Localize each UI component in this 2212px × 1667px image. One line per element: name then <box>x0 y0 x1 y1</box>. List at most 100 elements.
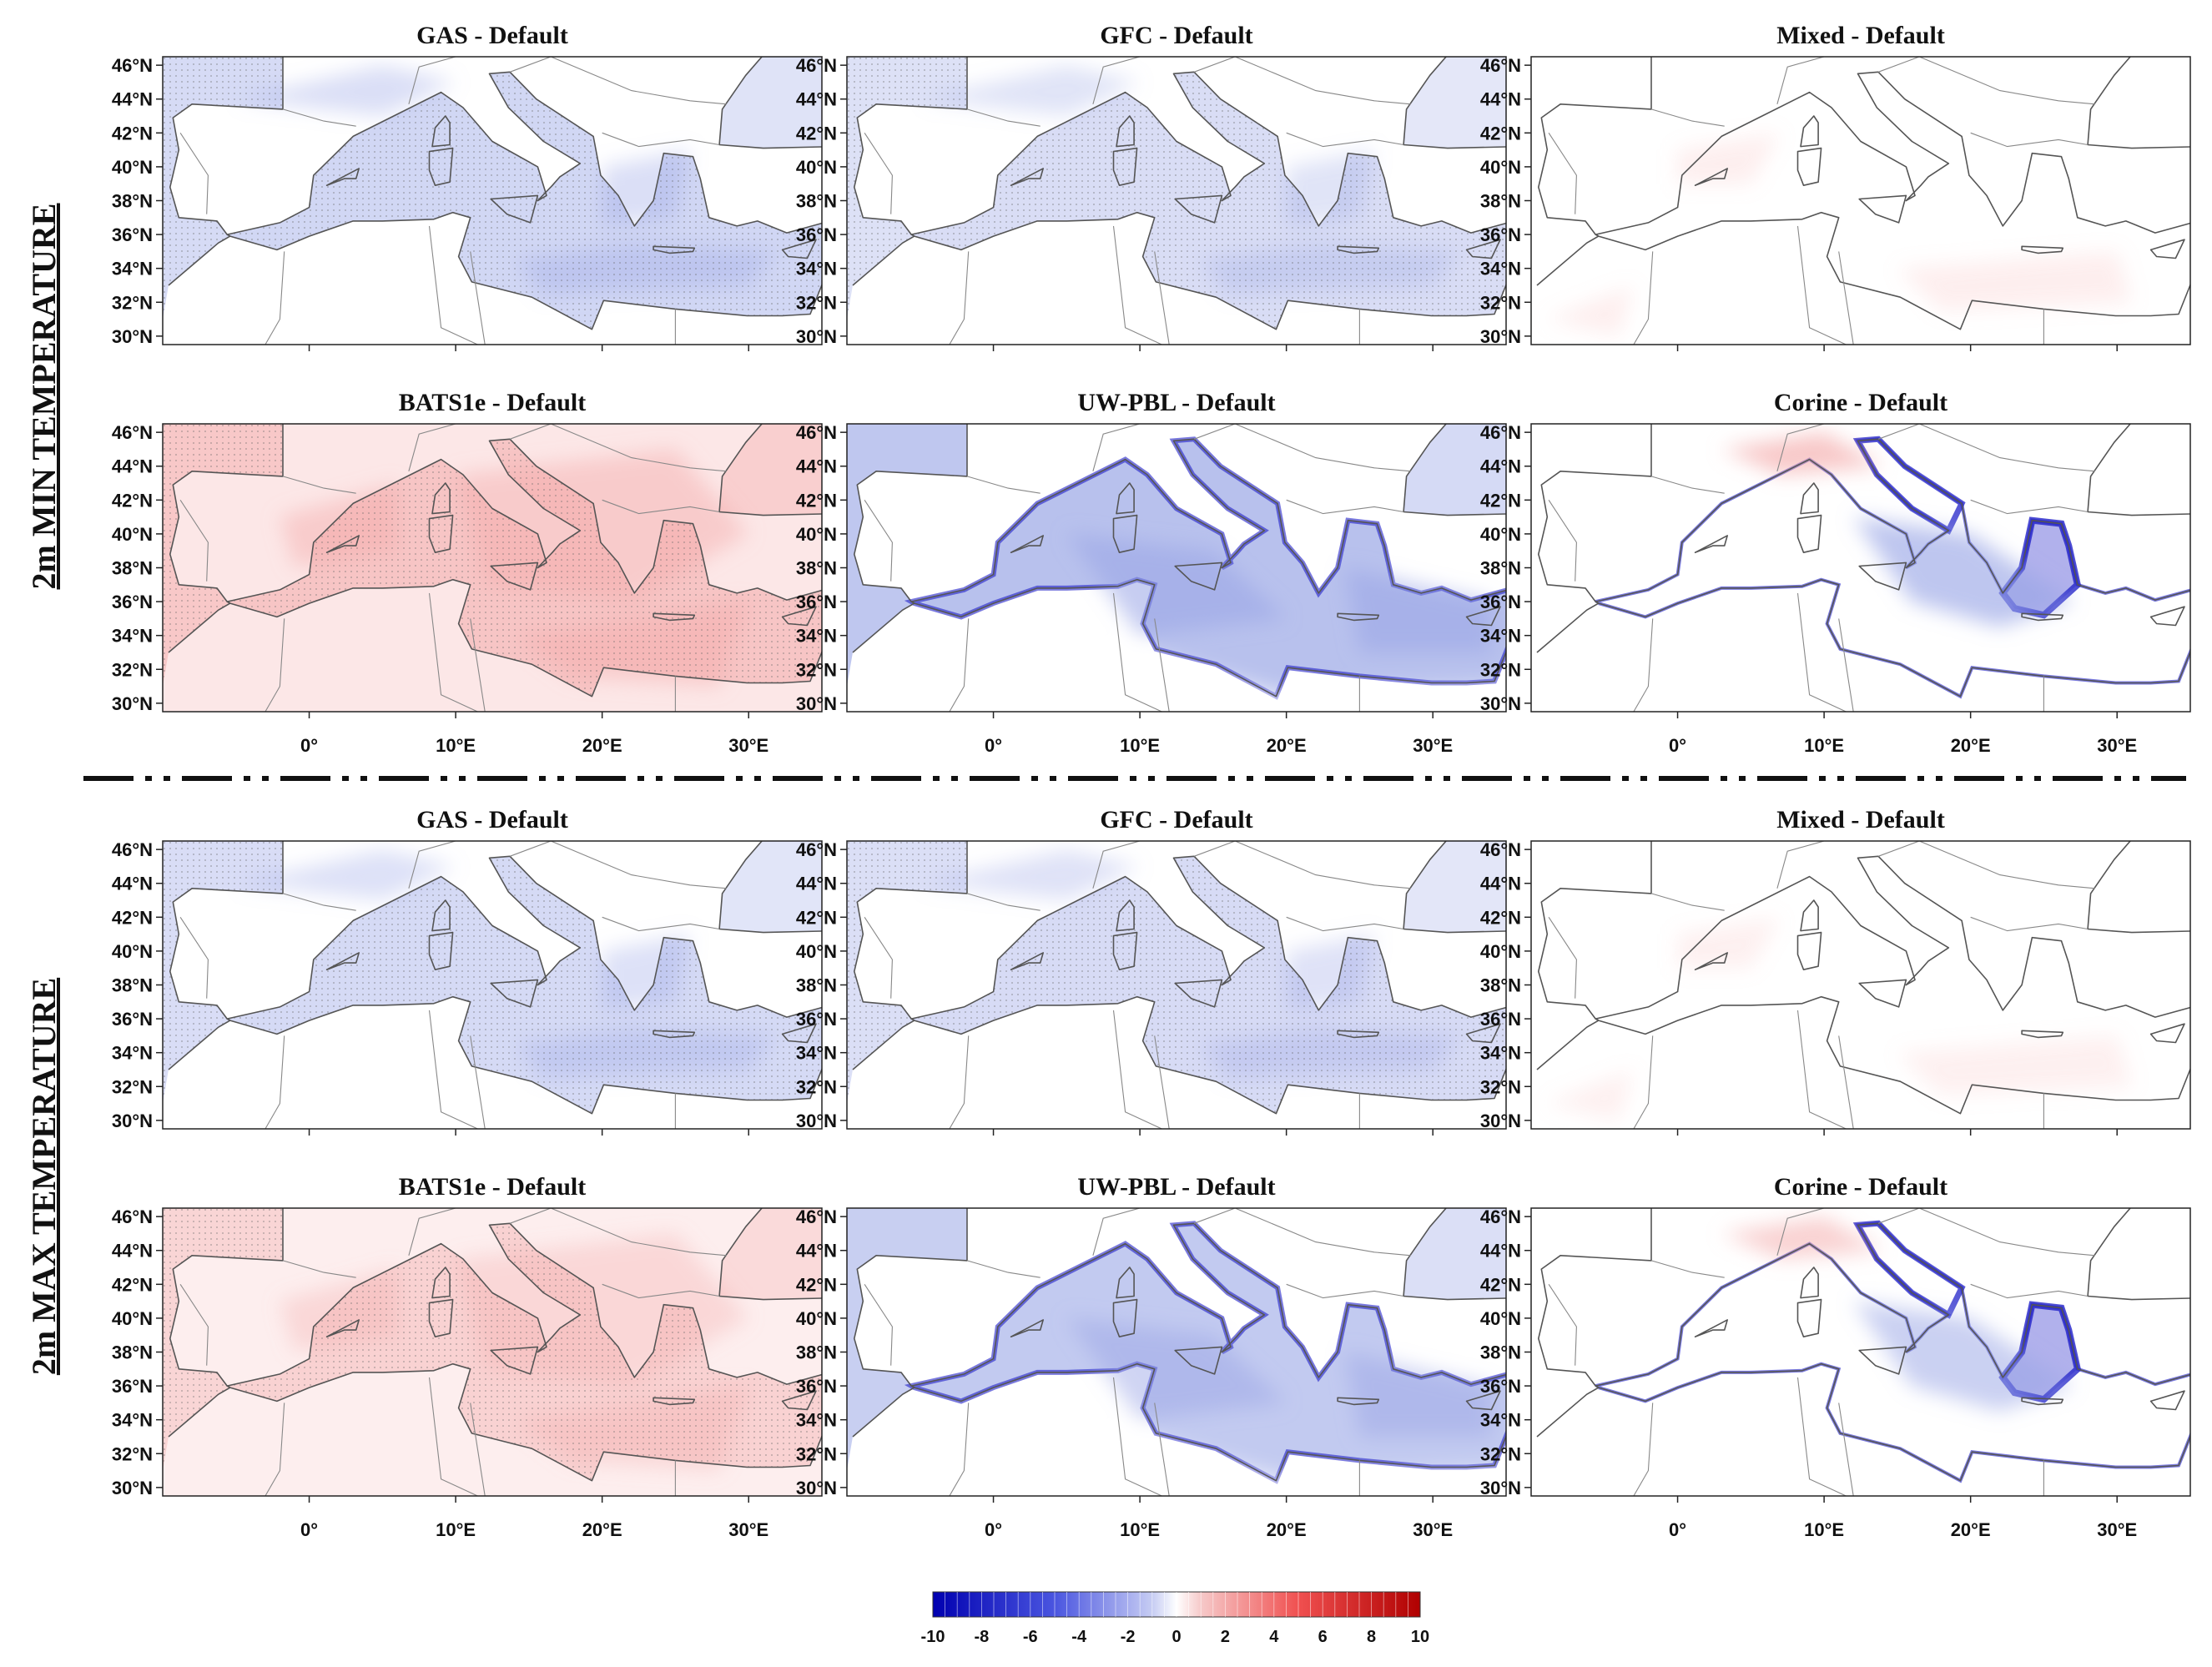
colorbar-tick-label: -10 <box>921 1628 945 1646</box>
lat-tick-label: 32°N <box>1480 292 1521 313</box>
lat-tick-label: 36°N <box>796 1376 837 1397</box>
lat-tick-label: 36°N <box>112 1009 153 1030</box>
lon-tick-label: 20°E <box>582 1519 622 1540</box>
lat-tick-label: 32°N <box>1480 659 1521 680</box>
lat-tick-label: 34°N <box>796 1043 837 1064</box>
map-panel: GFC - Default 46°N 44°N 42°N 40°N 38°N 36°N 34°… <box>796 806 1507 1136</box>
lat-tick-label: 32°N <box>1480 1443 1521 1464</box>
lat-tick-label: 30°N <box>796 326 837 347</box>
lon-tick-label: 20°E <box>582 735 622 756</box>
lat-tick-label: 42°N <box>796 907 837 928</box>
lon-tick-label: 20°E <box>1951 1519 1991 1540</box>
lat-tick-label: 30°N <box>112 1478 153 1498</box>
lat-tick-label: 44°N <box>796 1241 837 1262</box>
coastline <box>226 71 822 330</box>
lon-tick-label: 30°E <box>728 1519 768 1540</box>
lat-tick-label: 32°N <box>796 292 837 313</box>
lat-tick-label: 38°N <box>1480 191 1521 212</box>
lat-tick-label: 44°N <box>1480 89 1521 110</box>
lat-tick-label: 32°N <box>112 1443 153 1464</box>
map-panel: BATS1e - Default 46°N 44°N 42°N 40°N 38°N 36°N… <box>112 389 823 756</box>
lat-tick-label: 44°N <box>112 456 153 477</box>
lat-tick-label: 46°N <box>1480 422 1521 443</box>
lat-tick-label: 40°N <box>112 524 153 545</box>
lat-tick-label: 36°N <box>1480 1009 1521 1030</box>
lat-tick-label: 44°N <box>796 874 837 894</box>
lon-tick-label: 20°E <box>1267 735 1307 756</box>
lat-tick-label: 44°N <box>112 874 153 894</box>
colorbar-tick-label: -6 <box>1023 1628 1038 1646</box>
panel-title: GAS - Default <box>416 806 568 834</box>
lat-tick-label: 42°N <box>112 1274 153 1295</box>
lat-tick-label: 44°N <box>112 1241 153 1262</box>
lat-tick-label: 30°N <box>112 693 153 714</box>
panel-title: BATS1e - Default <box>399 389 586 416</box>
lat-tick-label: 38°N <box>112 1342 153 1363</box>
lat-tick-label: 36°N <box>1480 1376 1521 1397</box>
coastline <box>1595 71 2190 330</box>
panel-title: UW-PBL - Default <box>1077 389 1275 416</box>
lat-tick-label: 36°N <box>796 224 837 245</box>
panel-title: BATS1e - Default <box>399 1173 586 1201</box>
coastline <box>226 855 822 1115</box>
lat-tick-label: 30°N <box>112 1110 153 1131</box>
lon-tick-label: 0° <box>300 1519 318 1540</box>
panel-title: Corine - Default <box>1774 389 1947 416</box>
lon-tick-label: 0° <box>300 735 318 756</box>
lat-tick-label: 46°N <box>112 422 153 443</box>
coastline <box>1595 438 2190 698</box>
row-label-min: 2m MIN TEMPERATURE <box>25 204 63 590</box>
map-panel: Corine - Default 46°N 44°N 42°N 40°N 38°N 36°N… <box>1480 1173 2191 1540</box>
lat-tick-label: 30°N <box>1480 1478 1521 1498</box>
lat-tick-label: 36°N <box>1480 592 1521 612</box>
lat-tick-label: 44°N <box>1480 874 1521 894</box>
lat-tick-label: 42°N <box>796 490 837 511</box>
lat-tick-label: 40°N <box>796 941 837 962</box>
lat-tick-label: 34°N <box>796 259 837 280</box>
panel-title: Corine - Default <box>1774 1173 1947 1201</box>
lat-tick-label: 40°N <box>1480 157 1521 178</box>
lat-tick-label: 46°N <box>112 1206 153 1227</box>
lat-tick-label: 40°N <box>1480 1308 1521 1329</box>
lat-tick-label: 40°N <box>112 157 153 178</box>
lat-tick-label: 34°N <box>112 626 153 647</box>
lat-tick-label: 34°N <box>112 1043 153 1064</box>
lat-tick-label: 40°N <box>112 941 153 962</box>
lat-tick-label: 30°N <box>1480 1110 1521 1131</box>
colorbar-tick-label: -8 <box>975 1628 990 1646</box>
colorbar-tick-label: 6 <box>1318 1628 1328 1646</box>
lat-tick-label: 30°N <box>1480 693 1521 714</box>
lat-tick-label: 38°N <box>796 1342 837 1363</box>
lat-tick-label: 42°N <box>1480 907 1521 928</box>
map-panel: Mixed - Default 46°N 44°N 42°N 40°N 38°N 36°N 3… <box>1480 22 2191 351</box>
lat-tick-label: 32°N <box>112 292 153 313</box>
map-panel: UW-PBL - Default 46°N 44°N 42°N 40°N 38°N 36°N… <box>796 1173 1507 1540</box>
lat-tick-label: 40°N <box>796 157 837 178</box>
lat-tick-label: 36°N <box>1480 224 1521 245</box>
lat-tick-label: 42°N <box>1480 490 1521 511</box>
lat-tick-label: 44°N <box>796 89 837 110</box>
lat-tick-label: 38°N <box>112 975 153 996</box>
panel-title: UW-PBL - Default <box>1077 1173 1275 1201</box>
colorbar: -10 -8 -6 -4 -2 0 2 4 6 8 10 <box>921 1591 1429 1646</box>
map-panel: GFC - Default 46°N 44°N 42°N 40°N 38°N 36°N 34°… <box>796 22 1507 351</box>
lat-tick-label: 44°N <box>1480 1241 1521 1262</box>
map-panel: UW-PBL - Default 46°N 44°N 42°N 40°N 38°N 36°N… <box>796 389 1507 756</box>
lat-tick-label: 32°N <box>796 1076 837 1097</box>
panel-title: GAS - Default <box>416 22 568 49</box>
lat-tick-label: 36°N <box>112 592 153 612</box>
lat-tick-label: 42°N <box>112 907 153 928</box>
lat-tick-label: 38°N <box>796 975 837 996</box>
lat-tick-label: 30°N <box>796 1478 837 1498</box>
map-panel: Mixed - Default 46°N 44°N 42°N 40°N 38°N 36°N 3… <box>1480 806 2191 1136</box>
lat-tick-label: 42°N <box>1480 1274 1521 1295</box>
lon-tick-label: 10°E <box>1804 1519 1844 1540</box>
lat-tick-label: 30°N <box>796 693 837 714</box>
lon-tick-label: 0° <box>985 735 1002 756</box>
lat-tick-label: 34°N <box>112 1410 153 1431</box>
lat-tick-label: 42°N <box>796 1274 837 1295</box>
lat-tick-label: 34°N <box>1480 1043 1521 1064</box>
panel-title: GFC - Default <box>1100 806 1252 834</box>
lat-tick-label: 46°N <box>112 839 153 860</box>
colorbar-tick-label: 10 <box>1411 1628 1429 1646</box>
